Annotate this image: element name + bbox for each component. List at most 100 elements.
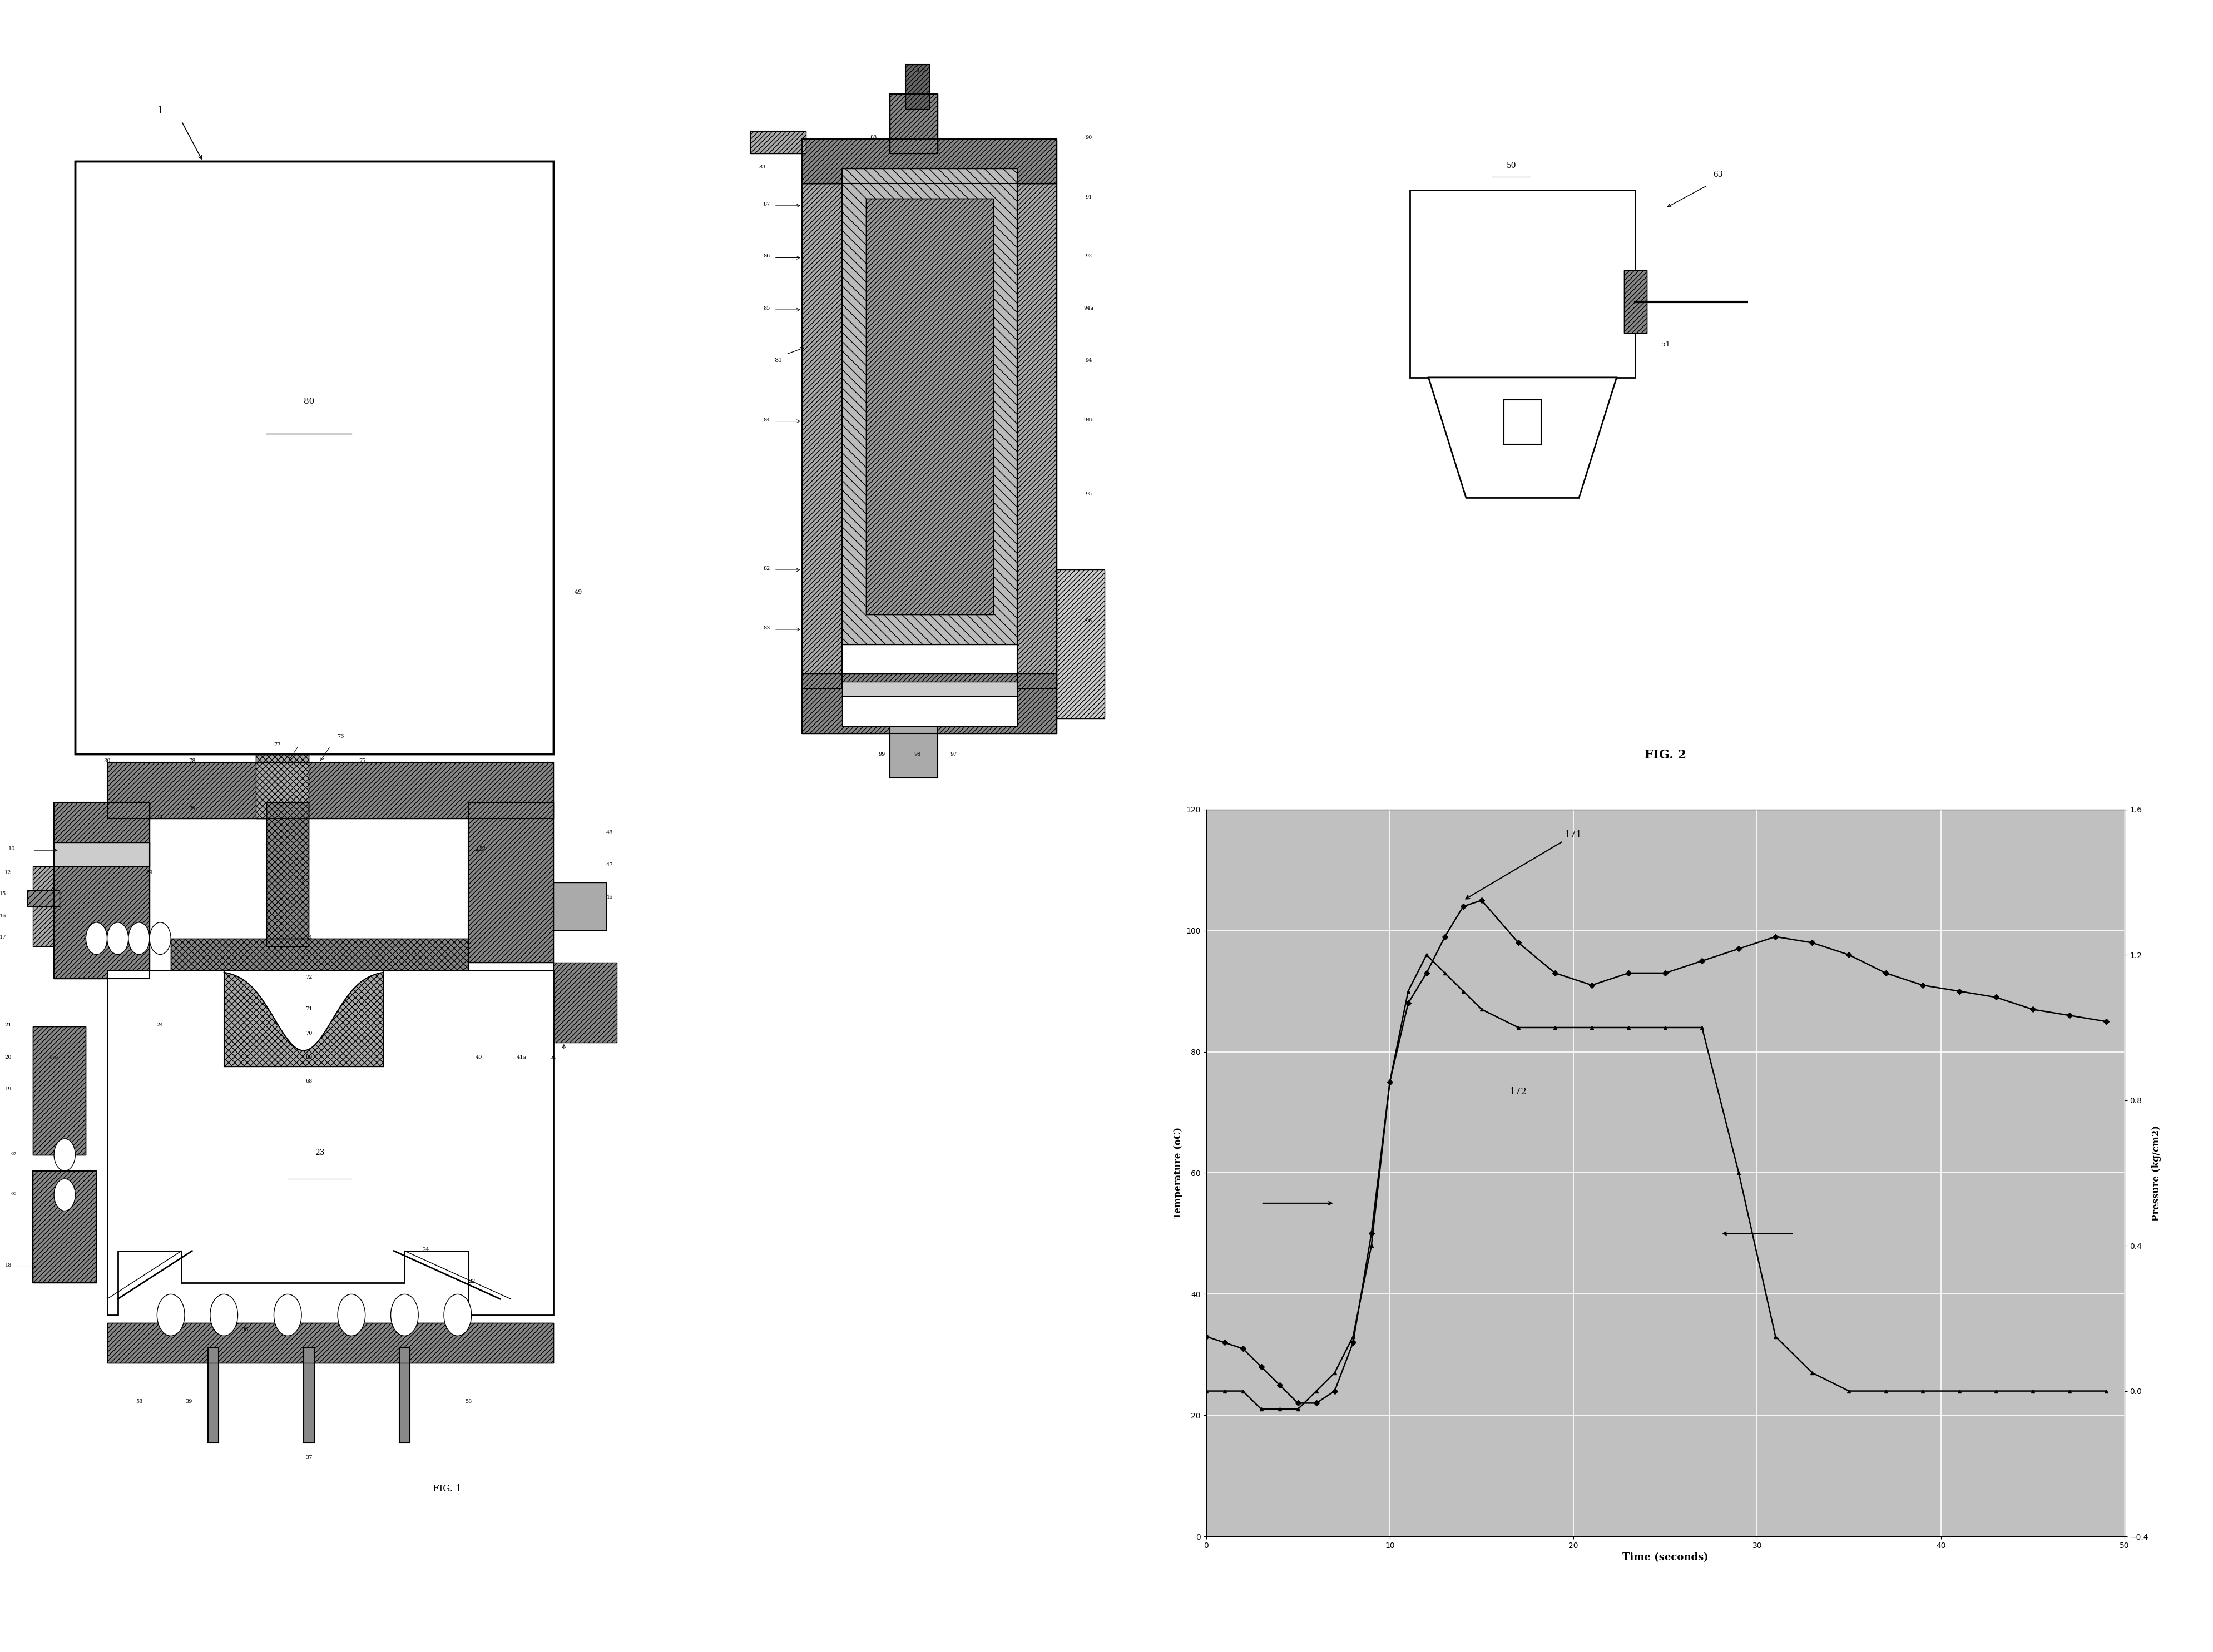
Text: 24: 24 [423, 1247, 429, 1252]
Bar [841, 169, 1018, 644]
Bar [1018, 183, 1058, 689]
Text: 23: 23 [314, 1148, 325, 1156]
Bar [890, 94, 938, 154]
Text: 49: 49 [575, 590, 582, 595]
Bar [801, 139, 1058, 183]
Text: 41a: 41a [516, 1054, 527, 1059]
Text: 24: 24 [157, 1023, 164, 1028]
Bar [106, 762, 553, 818]
Text: 95: 95 [1084, 492, 1093, 497]
Text: 12: 12 [4, 871, 11, 876]
Bar [53, 803, 150, 978]
Bar [1410, 190, 1635, 377]
Text: 81: 81 [775, 357, 781, 363]
Text: 37: 37 [305, 1455, 312, 1460]
Bar [841, 169, 1018, 644]
Text: 20: 20 [4, 1054, 11, 1059]
Circle shape [53, 1138, 75, 1171]
Bar [841, 697, 1018, 727]
Circle shape [86, 922, 106, 955]
Text: 94a: 94a [1084, 306, 1093, 311]
Text: 71: 71 [305, 1006, 312, 1011]
Bar [33, 1026, 86, 1155]
Bar [33, 1171, 97, 1284]
Text: 96: 96 [1084, 618, 1093, 623]
Bar [75, 705, 553, 753]
Bar [33, 866, 53, 947]
Bar [75, 162, 553, 753]
Bar [522, 162, 553, 753]
Bar [257, 714, 310, 762]
Bar [75, 162, 106, 753]
Text: 66: 66 [11, 1191, 18, 1196]
Text: 15: 15 [0, 892, 7, 897]
Bar [106, 1323, 553, 1363]
Text: 29: 29 [146, 871, 153, 876]
Bar [53, 803, 150, 978]
Text: 75: 75 [359, 758, 365, 763]
Bar [266, 803, 310, 947]
Bar [33, 866, 53, 947]
Bar [1624, 271, 1646, 334]
Bar [75, 162, 553, 753]
Bar [170, 938, 469, 970]
Text: FIG. 2: FIG. 2 [1644, 748, 1686, 762]
Text: 17: 17 [0, 935, 7, 940]
Text: 40: 40 [476, 1054, 482, 1059]
Text: 58: 58 [135, 1399, 142, 1404]
Text: 77: 77 [274, 742, 281, 747]
Bar [841, 681, 1018, 704]
Bar [553, 963, 617, 1042]
Bar [33, 1026, 86, 1155]
Bar [33, 1171, 97, 1284]
Text: 175: 175 [916, 68, 927, 73]
Bar [257, 753, 310, 818]
Text: FIG. 1: FIG. 1 [432, 1483, 463, 1493]
Text: 171: 171 [1465, 831, 1582, 899]
Text: 98: 98 [914, 752, 921, 757]
Bar [905, 64, 929, 109]
Text: 28: 28 [157, 935, 164, 940]
Bar [75, 162, 106, 753]
Text: 11: 11 [157, 814, 164, 819]
Bar [1058, 570, 1104, 719]
Bar [801, 183, 841, 689]
Bar [801, 183, 841, 689]
Bar [75, 162, 553, 210]
Polygon shape [1430, 377, 1615, 497]
Text: 80: 80 [303, 398, 314, 405]
Bar [106, 762, 553, 818]
Bar [890, 94, 938, 154]
Text: 52: 52 [478, 846, 487, 851]
Text: 88: 88 [870, 135, 876, 140]
Circle shape [128, 922, 150, 955]
Bar [266, 803, 310, 947]
Bar [106, 762, 553, 818]
Text: 91: 91 [1084, 195, 1093, 200]
Bar [170, 938, 469, 970]
Text: 89: 89 [759, 165, 766, 170]
Polygon shape [106, 970, 553, 1315]
Text: 83: 83 [763, 626, 770, 631]
Text: 70: 70 [305, 1031, 312, 1036]
Circle shape [53, 1180, 75, 1211]
Bar [469, 803, 553, 963]
Bar [469, 803, 553, 963]
Bar [890, 719, 938, 778]
Circle shape [210, 1294, 237, 1336]
Text: 85: 85 [763, 306, 770, 311]
Bar [27, 890, 60, 907]
Bar [75, 705, 553, 753]
Bar [905, 64, 929, 109]
Bar [865, 198, 994, 615]
Bar [27, 890, 60, 907]
Y-axis label: Temperature (oC): Temperature (oC) [1173, 1127, 1184, 1219]
Bar [266, 803, 310, 947]
Bar [1058, 570, 1104, 719]
Circle shape [106, 922, 128, 955]
Text: 78: 78 [188, 758, 195, 763]
Text: 84: 84 [763, 418, 770, 423]
Bar [890, 94, 938, 154]
Text: 30: 30 [104, 758, 111, 763]
Text: 76: 76 [336, 733, 345, 738]
